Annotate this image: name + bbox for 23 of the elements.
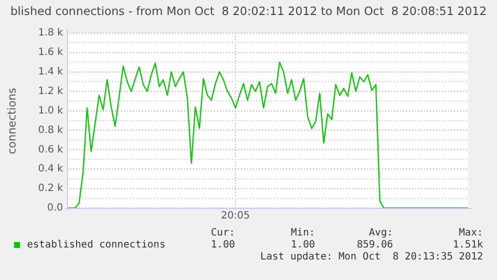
y-tick-label: 1.8 k (38, 28, 64, 39)
y-tick-label: 1.0 k (38, 105, 64, 116)
y-tick-label: 0.0 (47, 202, 63, 214)
legend-label: established connections (27, 240, 166, 251)
text: 1.51k (452, 240, 483, 251)
y-tick-label: 0.8 k (38, 124, 64, 136)
y-tick-label: 0.4 k (38, 164, 64, 175)
y-tick-label: 1.6 k (38, 47, 64, 58)
text: Avg: (368, 228, 393, 239)
text: Last update: Mon Oct 8 20:13:35 2012 (260, 252, 483, 263)
y-tick-label: 1.2 k (38, 86, 64, 97)
y-axis-title: connections (6, 87, 18, 154)
text: 1.00 (210, 240, 235, 251)
y-tick-label: 0.2 k (38, 183, 64, 194)
x-tick-label: 20:05 (221, 210, 250, 222)
text: 1.00 (290, 240, 315, 251)
chart-title: blished connections - from Mon Oct 8 20:02:11 2012 to Mon Oct 8 20:08:51 2012 (10, 4, 487, 18)
text: Min: (290, 228, 315, 239)
text: Max: (458, 228, 483, 239)
text: 859.06 (356, 240, 393, 251)
y-tick-label: 0.6 k (38, 144, 64, 156)
y-tick-label: 1.4 k (38, 66, 64, 78)
text: Cur: (210, 228, 235, 239)
